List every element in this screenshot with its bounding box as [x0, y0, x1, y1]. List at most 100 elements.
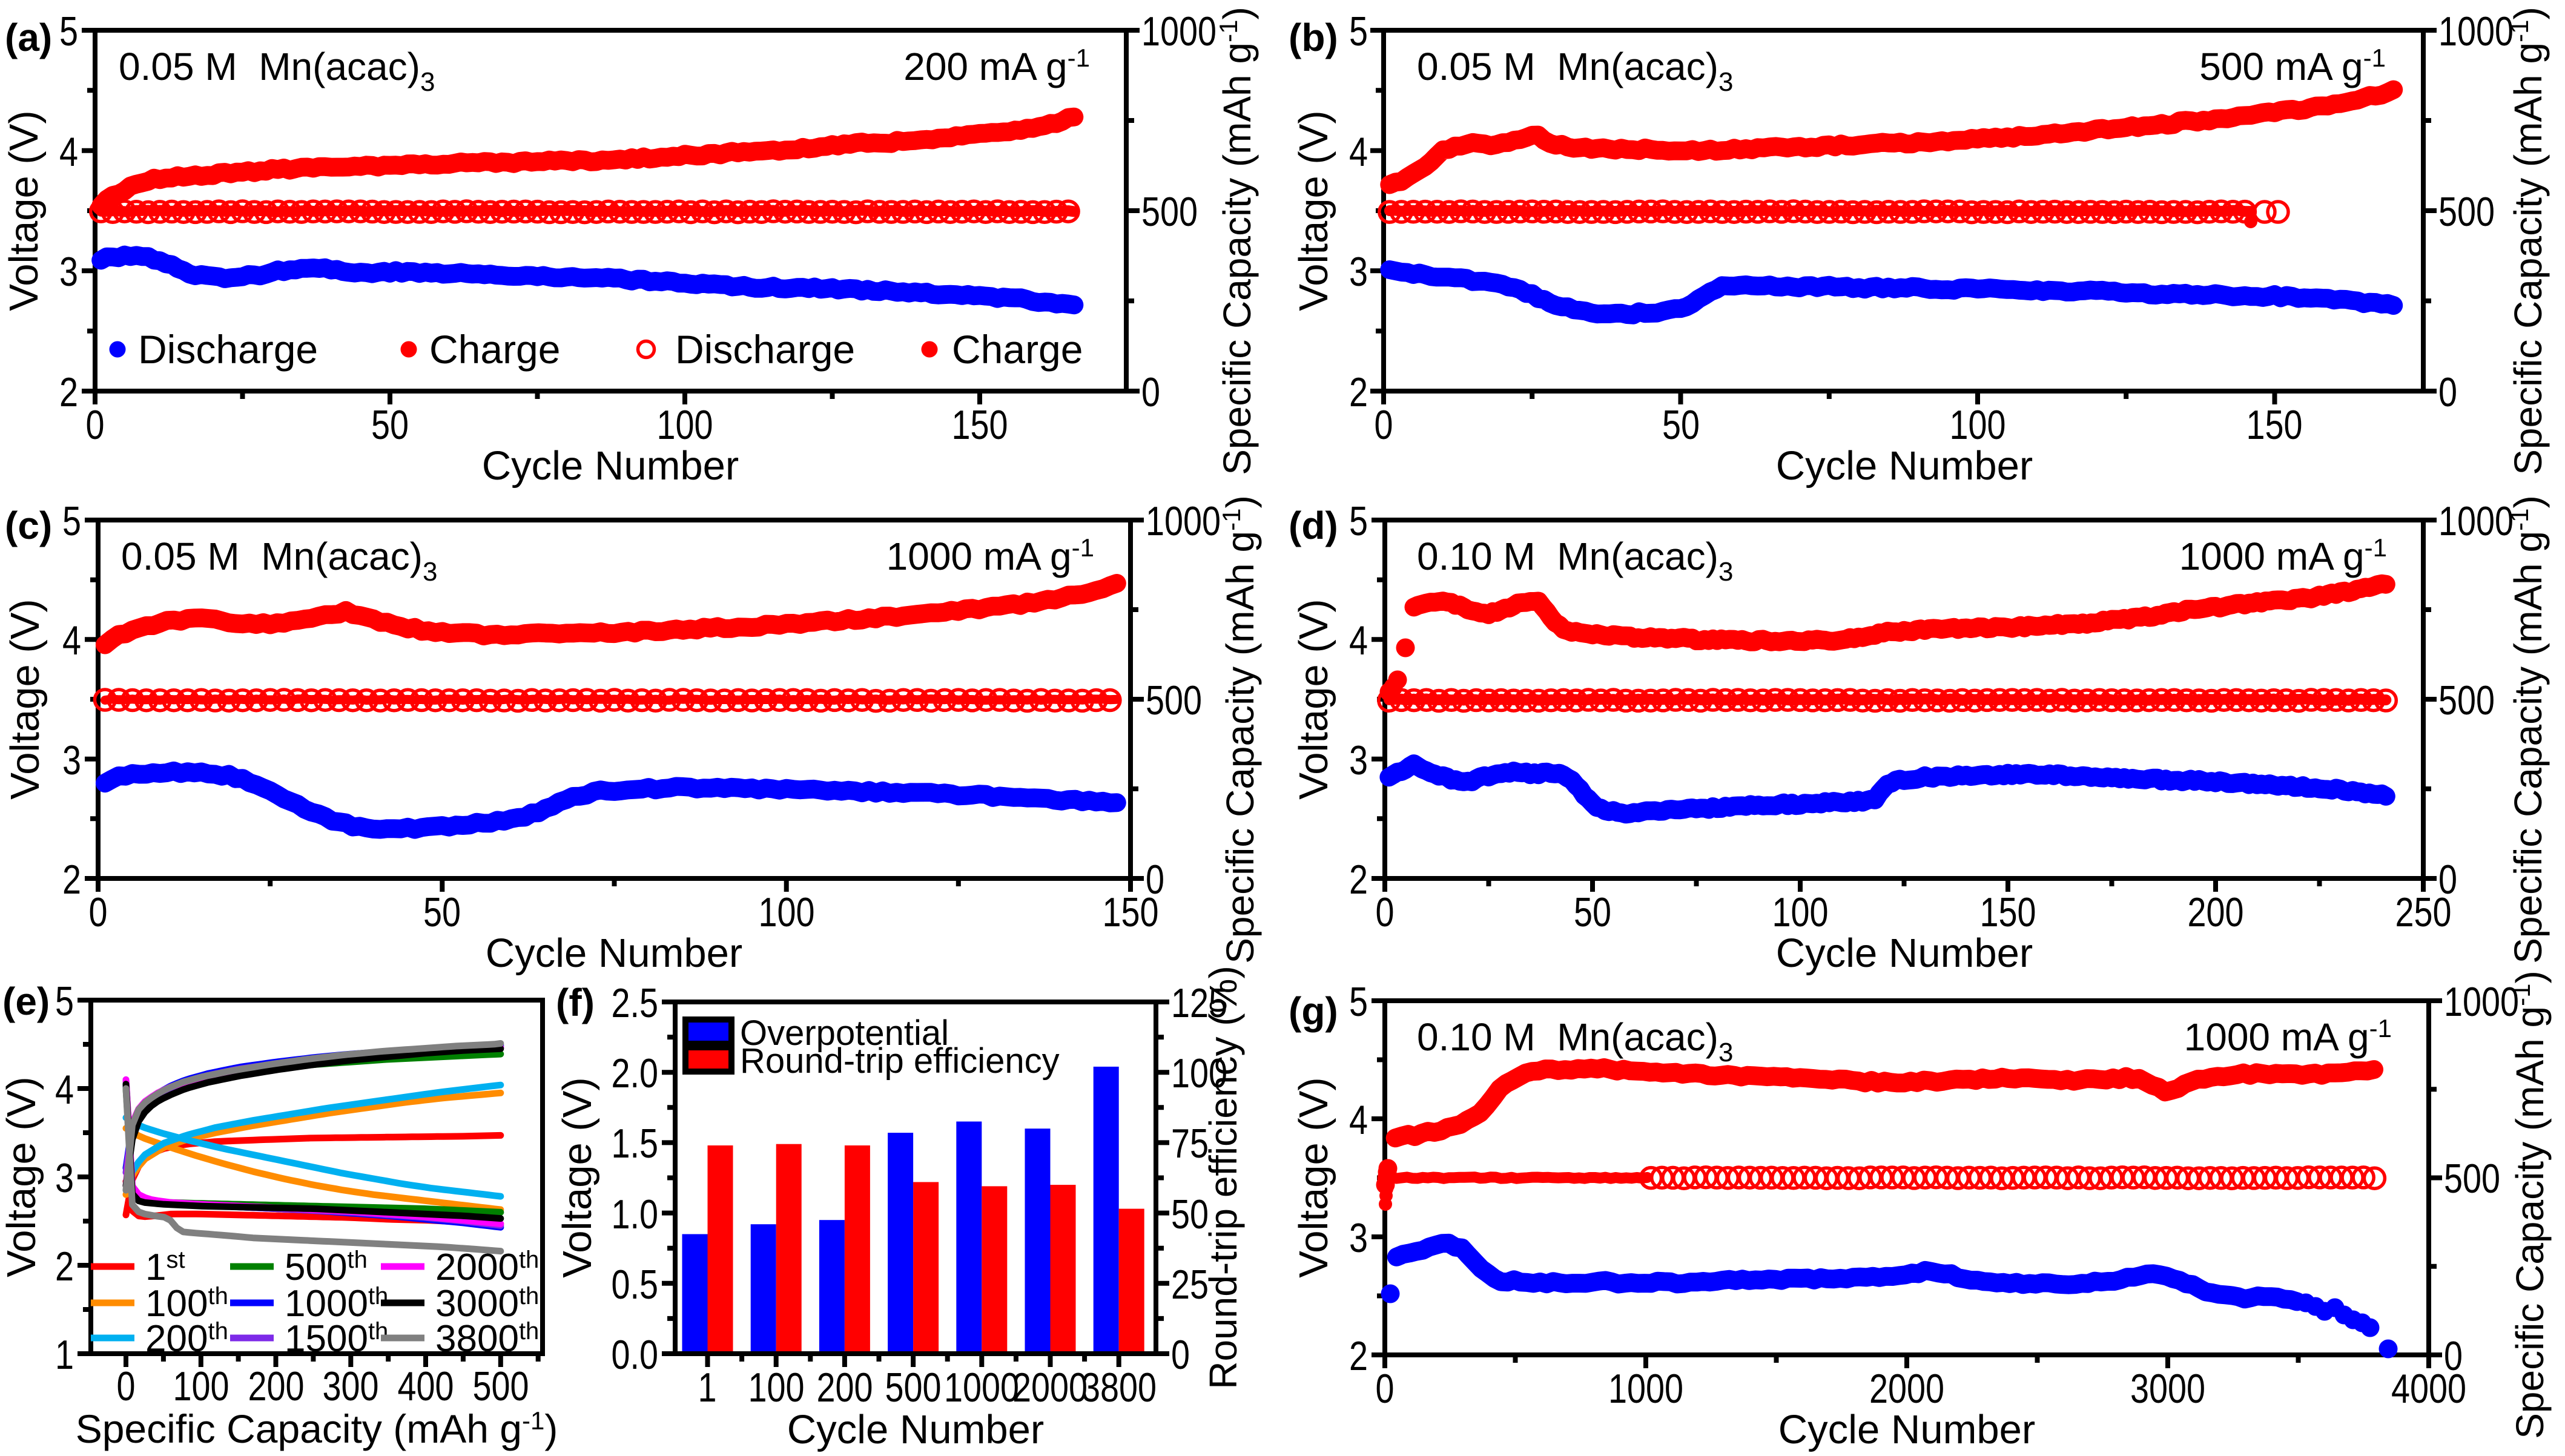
- svg-text:Cycle Number: Cycle Number: [1776, 931, 2033, 976]
- svg-text:0.05 M Mn(acac)3​: 0.05 M Mn(acac)3​: [119, 45, 435, 97]
- svg-text:1000: 1000: [1146, 499, 1221, 544]
- svg-text:125: 125: [1171, 981, 1227, 1026]
- svg-text:500: 500: [2444, 1156, 2500, 1202]
- svg-text:150: 150: [1102, 890, 1158, 935]
- svg-text:0.0: 0.0: [611, 1332, 658, 1378]
- svg-text:0: 0: [85, 403, 104, 448]
- svg-text:3800: 3800: [1081, 1365, 1157, 1411]
- svg-text:1st: 1st: [145, 1247, 185, 1288]
- svg-text:Charge: Charge: [429, 327, 560, 372]
- svg-text:Discharge: Discharge: [675, 327, 855, 372]
- svg-text:Voltage (V): Voltage (V): [1291, 110, 1336, 311]
- svg-text:0: 0: [1375, 1366, 1394, 1412]
- svg-text:5: 5: [1349, 499, 1368, 544]
- svg-text:3: 3: [55, 1156, 74, 1201]
- svg-text:300: 300: [322, 1364, 378, 1409]
- svg-text:0: 0: [2438, 370, 2457, 415]
- svg-text:2: 2: [62, 857, 81, 903]
- svg-text:100: 100: [758, 890, 814, 935]
- svg-text:4: 4: [1349, 130, 1368, 175]
- svg-text:(a): (a): [5, 16, 52, 59]
- svg-text:Cycle Number: Cycle Number: [1778, 1407, 2035, 1452]
- svg-text:Specific Capacity (mAh g-1​): Specific Capacity (mAh g-1​): [1217, 495, 1262, 964]
- svg-text:(f): (f): [556, 981, 595, 1024]
- svg-text:3000: 3000: [2130, 1366, 2205, 1412]
- svg-text:50: 50: [1171, 1192, 1209, 1237]
- svg-text:500: 500: [472, 1364, 529, 1409]
- svg-text:100: 100: [656, 403, 713, 448]
- svg-text:1000 mA g-1​: 1000 mA g-1​: [886, 533, 1094, 578]
- svg-text:1000: 1000: [2444, 980, 2519, 1025]
- svg-text:3: 3: [59, 249, 78, 295]
- svg-text:100: 100: [1171, 1051, 1227, 1096]
- svg-text:1.5: 1.5: [611, 1121, 658, 1167]
- svg-text:0.05 M Mn(acac)3​: 0.05 M Mn(acac)3​: [1417, 45, 1733, 97]
- svg-text:4: 4: [1349, 1098, 1368, 1143]
- svg-text:0: 0: [1375, 890, 1394, 935]
- svg-text:Voltage (V): Voltage (V): [555, 1077, 600, 1277]
- svg-text:Voltage (V): Voltage (V): [0, 1076, 44, 1277]
- svg-text:25: 25: [1171, 1262, 1209, 1308]
- svg-text:2: 2: [1349, 857, 1368, 903]
- svg-text:0: 0: [1171, 1332, 1190, 1378]
- svg-text:4000: 4000: [2391, 1366, 2466, 1412]
- svg-text:500: 500: [885, 1365, 941, 1411]
- svg-text:0: 0: [2438, 857, 2457, 903]
- svg-text:(e): (e): [2, 980, 50, 1023]
- svg-text:3: 3: [1349, 1216, 1368, 1261]
- svg-text:150: 150: [2246, 403, 2302, 448]
- svg-text:2.0: 2.0: [611, 1051, 658, 1096]
- svg-text:5: 5: [55, 979, 74, 1024]
- svg-text:200: 200: [816, 1365, 873, 1411]
- svg-text:100: 100: [173, 1364, 229, 1409]
- svg-text:3: 3: [62, 738, 81, 783]
- svg-text:Charge: Charge: [952, 327, 1083, 372]
- svg-text:Cycle Number: Cycle Number: [787, 1407, 1044, 1452]
- svg-text:200 mA g-1​: 200 mA g-1​: [903, 44, 1090, 88]
- svg-text:1000: 1000: [1141, 9, 1216, 54]
- svg-text:(g): (g): [1289, 989, 1338, 1033]
- svg-text:Overpotential: Overpotential: [740, 1013, 949, 1053]
- svg-text:1000: 1000: [1608, 1366, 1683, 1412]
- svg-text:Specific Capacity (mAh g-1​): Specific Capacity (mAh g-1​): [1214, 7, 1259, 475]
- svg-text:0: 0: [1374, 403, 1393, 448]
- svg-text:1000: 1000: [944, 1365, 1019, 1411]
- svg-text:500: 500: [2438, 678, 2495, 723]
- svg-text:0: 0: [116, 1364, 135, 1409]
- svg-text:5: 5: [62, 499, 81, 544]
- svg-text:2000: 2000: [1012, 1365, 1088, 1411]
- svg-text:Cycle Number: Cycle Number: [486, 931, 742, 976]
- svg-text:Discharge: Discharge: [138, 327, 318, 372]
- svg-text:0.5: 0.5: [611, 1262, 658, 1308]
- svg-text:0: 0: [88, 890, 107, 935]
- svg-text:200: 200: [248, 1364, 304, 1409]
- svg-text:100: 100: [1949, 403, 2005, 448]
- svg-text:75: 75: [1171, 1121, 1209, 1167]
- svg-text:3: 3: [1349, 738, 1368, 783]
- svg-text:0.05 M Mn(acac)3​: 0.05 M Mn(acac)3​: [121, 535, 437, 587]
- svg-text:2: 2: [1349, 1334, 1368, 1379]
- svg-text:5: 5: [1349, 9, 1368, 54]
- svg-text:(c): (c): [5, 504, 52, 547]
- svg-text:2.5: 2.5: [611, 981, 658, 1026]
- svg-text:1: 1: [698, 1365, 716, 1411]
- svg-text:Cycle Number: Cycle Number: [1776, 443, 2033, 489]
- svg-text:500: 500: [2438, 189, 2495, 235]
- svg-text:1000 mA g-1​: 1000 mA g-1​: [2184, 1014, 2392, 1059]
- svg-text:500: 500: [1146, 678, 1202, 723]
- svg-text:Specific Capacity (mAh g-1​): Specific Capacity (mAh g-1​): [2507, 970, 2552, 1439]
- svg-text:Round-trip efficiency: Round-trip efficiency: [740, 1041, 1060, 1081]
- svg-text:(d): (d): [1289, 504, 1338, 547]
- svg-text:0: 0: [1146, 857, 1164, 903]
- svg-text:50: 50: [1662, 403, 1700, 448]
- svg-text:100: 100: [748, 1365, 804, 1411]
- svg-text:150: 150: [1979, 890, 2036, 935]
- svg-text:1: 1: [55, 1332, 74, 1378]
- svg-text:1.0: 1.0: [611, 1192, 658, 1237]
- svg-text:Voltage (V): Voltage (V): [1291, 599, 1336, 799]
- svg-text:500 mA g-1​: 500 mA g-1​: [2199, 44, 2386, 88]
- svg-text:50: 50: [423, 890, 461, 935]
- svg-text:Voltage (V): Voltage (V): [2, 599, 48, 799]
- svg-text:Specific Capacity (mAh g-1​): Specific Capacity (mAh g-1​): [2505, 495, 2550, 964]
- svg-text:2000: 2000: [1869, 1366, 1944, 1412]
